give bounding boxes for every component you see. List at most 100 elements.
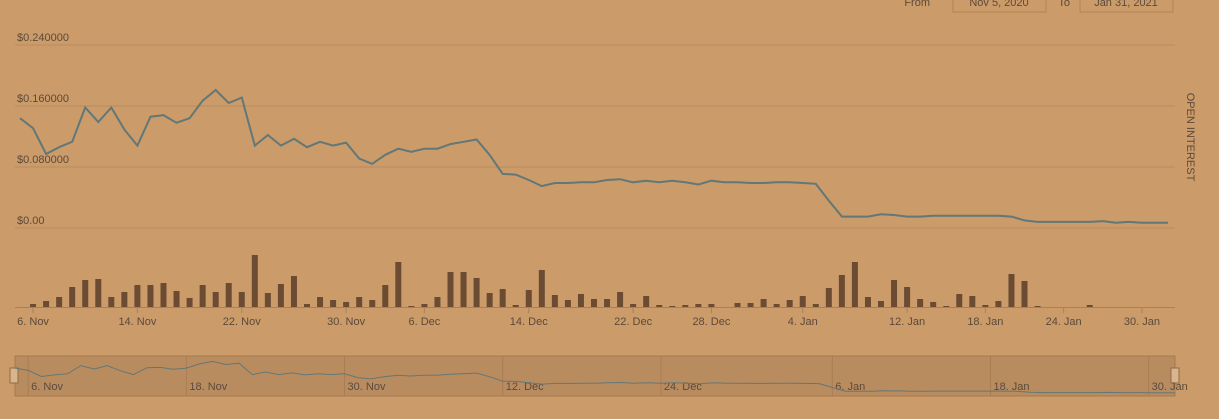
volume-bar [682, 305, 689, 307]
volume-bar [656, 305, 663, 307]
volume-bar [408, 306, 415, 307]
y-tick-label: $0.240000 [17, 32, 69, 44]
volume-bar [30, 304, 37, 307]
from-label: From [904, 0, 930, 9]
x-tick-label: 6. Dec [409, 316, 441, 328]
volume-bar [486, 293, 493, 307]
volume-bar [943, 306, 950, 307]
volume-bar [447, 272, 454, 307]
y-tick-label: $0.080000 [17, 154, 69, 166]
volume-bar [173, 291, 180, 307]
volume-bar [395, 262, 402, 307]
volume-bar [108, 297, 115, 307]
navigator-tick-label: 30. Nov [348, 381, 386, 393]
volume-bar [43, 301, 50, 307]
x-tick-label: 28. Dec [692, 316, 730, 328]
volume-bar [473, 278, 480, 307]
volume-bar [577, 294, 584, 307]
navigator-handle-right[interactable] [1170, 367, 1180, 384]
navigator-tick-label: 6. Nov [31, 381, 63, 393]
volume-bar [460, 272, 467, 307]
navigator-tick-label: 6. Jan [835, 381, 865, 393]
volume-bar [525, 290, 532, 307]
volume-bar [1008, 274, 1015, 307]
x-tick-label: 30. Nov [327, 316, 365, 328]
volume-bar [512, 305, 519, 307]
volume-bar [708, 304, 715, 307]
volume-bar [878, 301, 884, 307]
volume-bar [734, 303, 741, 307]
navigator-tick-label: 24. Dec [664, 381, 702, 393]
x-tick-label: 22. Nov [223, 316, 261, 328]
x-tick-label: 14. Nov [118, 316, 156, 328]
volume-bar [538, 270, 545, 307]
volume-bar [864, 297, 871, 307]
volume-bar [225, 283, 232, 307]
volume-bar [695, 304, 702, 307]
to-value[interactable]: Jan 31, 2021 [1094, 0, 1158, 9]
volume-bar [343, 302, 350, 307]
x-tick-label: 6. Nov [17, 316, 49, 328]
volume-bar [277, 284, 284, 307]
volume-bar [617, 292, 624, 307]
volume-bar [591, 299, 597, 307]
from-input[interactable] [952, 0, 1047, 13]
volume-bar [995, 301, 1002, 307]
volume-bar [917, 299, 924, 307]
y-tick-label: $0.160000 [17, 93, 69, 105]
volume-bar [760, 299, 767, 307]
volume-bar [238, 292, 245, 307]
volume-bar [317, 297, 324, 307]
volume-bar [825, 288, 832, 307]
volume-bar [304, 304, 310, 307]
volume-bar [969, 296, 976, 307]
volume-bar [564, 300, 571, 307]
volume-bar [56, 297, 63, 307]
volume-bar [382, 285, 389, 307]
volume-bar [904, 287, 911, 307]
volume-bar [434, 297, 441, 307]
volume-bar [838, 275, 845, 307]
open-interest-line [19, 88, 1168, 224]
volume-bar [134, 285, 141, 307]
from-value[interactable]: Nov 5, 2020 [969, 0, 1028, 9]
volume-bar [369, 300, 376, 307]
y-axis-title: OPEN INTEREST [1184, 93, 1196, 182]
x-tick-label: 4. Jan [788, 316, 818, 328]
volume-bar [199, 285, 206, 307]
navigator-line [14, 360, 1175, 394]
volume-bar [1021, 281, 1028, 307]
x-tick-label: 14. Dec [510, 316, 548, 328]
volume-bar [1034, 306, 1041, 307]
volume-bar [551, 295, 558, 307]
volume-bar [747, 303, 754, 307]
volume-bar [69, 287, 76, 307]
volume-bar [891, 280, 898, 307]
volume-bar [1086, 305, 1093, 307]
navigator-handle-left[interactable] [9, 367, 19, 384]
volume-bar [251, 255, 258, 307]
x-tick-label: 24. Jan [1046, 316, 1082, 328]
volume-bar [147, 285, 154, 307]
volume-bar [499, 289, 506, 307]
to-label: To [1058, 0, 1070, 9]
to-input[interactable] [1079, 0, 1174, 13]
volume-bar [956, 294, 963, 307]
volume-bar [786, 300, 793, 307]
volume-bar [82, 280, 89, 307]
volume-bar [121, 292, 128, 307]
navigator-tick-label: 18. Jan [993, 381, 1029, 393]
volume-bar [186, 298, 193, 307]
volume-bar [773, 304, 780, 307]
x-tick-label: 22. Dec [614, 316, 652, 328]
x-tick-label: 18. Jan [967, 316, 1003, 328]
volume-bar [604, 299, 611, 307]
volume-bar [630, 304, 637, 307]
volume-bar [982, 305, 989, 307]
navigator-tick-label: 30. Jan [1152, 381, 1188, 393]
volume-bar [264, 293, 271, 307]
y-tick-label: $0.00 [17, 215, 45, 227]
